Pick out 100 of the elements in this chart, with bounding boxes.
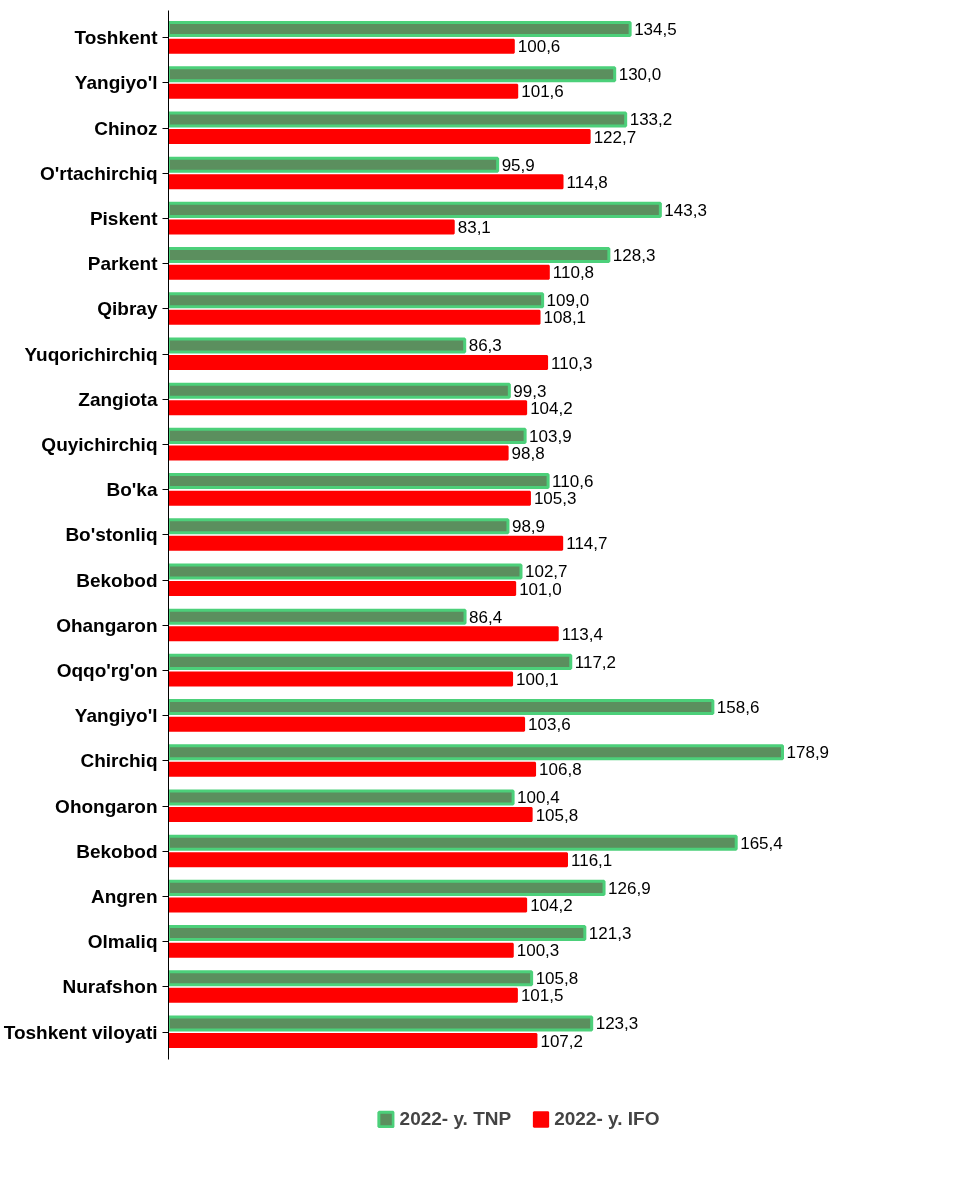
bar xyxy=(168,382,511,399)
data-label: 86,4 xyxy=(469,607,503,627)
y-tick-label: Bo'ka xyxy=(106,479,158,501)
data-label: 109,0 xyxy=(546,291,590,311)
y-tick-label: Toshkent xyxy=(74,27,159,49)
data-label: 133,2 xyxy=(629,110,673,130)
bar xyxy=(168,38,515,54)
bar xyxy=(168,942,514,958)
bar xyxy=(168,834,738,851)
data-label: 128,3 xyxy=(612,246,656,266)
y-tick-label: Yangiyo'l xyxy=(74,705,158,727)
data-label: 165,4 xyxy=(740,833,783,853)
bar xyxy=(168,309,541,325)
bar xyxy=(168,355,549,371)
y-tick-label: Bo'stonliq xyxy=(65,524,158,546)
data-label: 102,7 xyxy=(525,562,568,582)
legend-label: 2022- y. TNP xyxy=(399,1108,512,1130)
bar xyxy=(168,292,545,309)
y-tick-label: Zangiota xyxy=(78,388,158,410)
bar xyxy=(168,201,662,218)
bar xyxy=(168,626,559,642)
data-label: 105,8 xyxy=(535,969,579,989)
bar xyxy=(168,563,523,580)
bar xyxy=(168,174,564,190)
data-label: 114,7 xyxy=(566,534,608,554)
y-tick-label: Angren xyxy=(91,885,158,907)
y-tick-label: Chinoz xyxy=(94,117,158,139)
bar xyxy=(168,490,531,506)
bar xyxy=(168,21,632,38)
bar xyxy=(168,247,611,264)
data-label: 105,8 xyxy=(535,805,579,825)
data-label: 83,1 xyxy=(457,217,491,237)
data-label: 114,8 xyxy=(566,172,608,192)
data-label: 103,9 xyxy=(529,426,572,446)
data-label: 122,7 xyxy=(593,127,637,147)
data-label: 100,4 xyxy=(517,788,560,808)
bar xyxy=(168,445,509,461)
data-label: 107,2 xyxy=(540,1031,583,1051)
data-label: 108,1 xyxy=(543,308,587,328)
data-label: 130,0 xyxy=(618,65,662,85)
y-tick-label: O'rtachirchiq xyxy=(40,162,158,184)
y-tick-label: Chirchiq xyxy=(80,750,158,772)
data-label: 117,2 xyxy=(574,652,617,672)
data-label: 99,3 xyxy=(513,381,547,401)
data-label: 104,2 xyxy=(530,398,573,418)
bar xyxy=(168,879,606,896)
bar xyxy=(168,699,715,716)
y-tick-label: Yangiyo'l xyxy=(74,72,158,94)
bar xyxy=(168,761,537,777)
bar xyxy=(168,970,534,987)
bar xyxy=(168,897,528,913)
bar xyxy=(168,608,467,625)
y-tick-label: Ohangaron xyxy=(56,614,158,636)
bar xyxy=(168,337,467,354)
data-label: 100,6 xyxy=(517,37,561,57)
data-label: 110,3 xyxy=(551,353,593,373)
y-tick-label: Piskent xyxy=(89,207,159,229)
data-label: 98,9 xyxy=(511,517,546,537)
bar xyxy=(168,518,510,535)
data-label: 100,3 xyxy=(516,941,560,961)
bar xyxy=(168,789,515,806)
data-label: 158,6 xyxy=(716,698,760,718)
y-tick-label: Bekobod xyxy=(76,569,158,591)
data-label: 110,6 xyxy=(552,472,594,492)
data-label: 123,3 xyxy=(595,1014,639,1034)
bar xyxy=(168,427,527,444)
y-tick-label: Olmaliq xyxy=(87,931,158,953)
data-label: 98,8 xyxy=(511,443,545,463)
y-tick-label: Bekobod xyxy=(76,840,158,862)
y-tick-label: Ohongaron xyxy=(55,795,158,817)
bar xyxy=(168,1033,538,1049)
legend-label: 2022- y. IFO xyxy=(554,1108,660,1130)
data-label: 143,3 xyxy=(664,200,707,220)
bar xyxy=(168,111,628,128)
data-label: 100,1 xyxy=(516,669,559,689)
data-label: 103,6 xyxy=(528,715,571,735)
bar xyxy=(168,156,500,173)
bar xyxy=(168,219,455,235)
data-label: 106,8 xyxy=(539,760,582,780)
y-tick-label: Qibray xyxy=(97,298,158,320)
bar xyxy=(168,807,533,823)
data-label: 104,2 xyxy=(530,895,573,915)
data-label: 134,5 xyxy=(634,20,677,40)
bar xyxy=(168,852,568,868)
bar xyxy=(168,400,528,416)
bar xyxy=(168,581,517,597)
y-tick-label: Parkent xyxy=(87,253,159,275)
bar xyxy=(168,535,564,551)
bar xyxy=(168,653,573,670)
bar xyxy=(168,744,785,761)
bar xyxy=(168,473,550,490)
bar xyxy=(168,987,518,1003)
bar xyxy=(168,1015,594,1032)
data-label: 113,4 xyxy=(561,624,603,644)
bar xyxy=(168,925,587,942)
bar xyxy=(168,716,526,732)
data-label: 121,3 xyxy=(588,924,632,944)
data-label: 86,3 xyxy=(468,336,502,356)
y-tick-label: Yuqorichirchiq xyxy=(24,343,158,365)
y-tick-label: Quyichirchiq xyxy=(41,433,158,455)
